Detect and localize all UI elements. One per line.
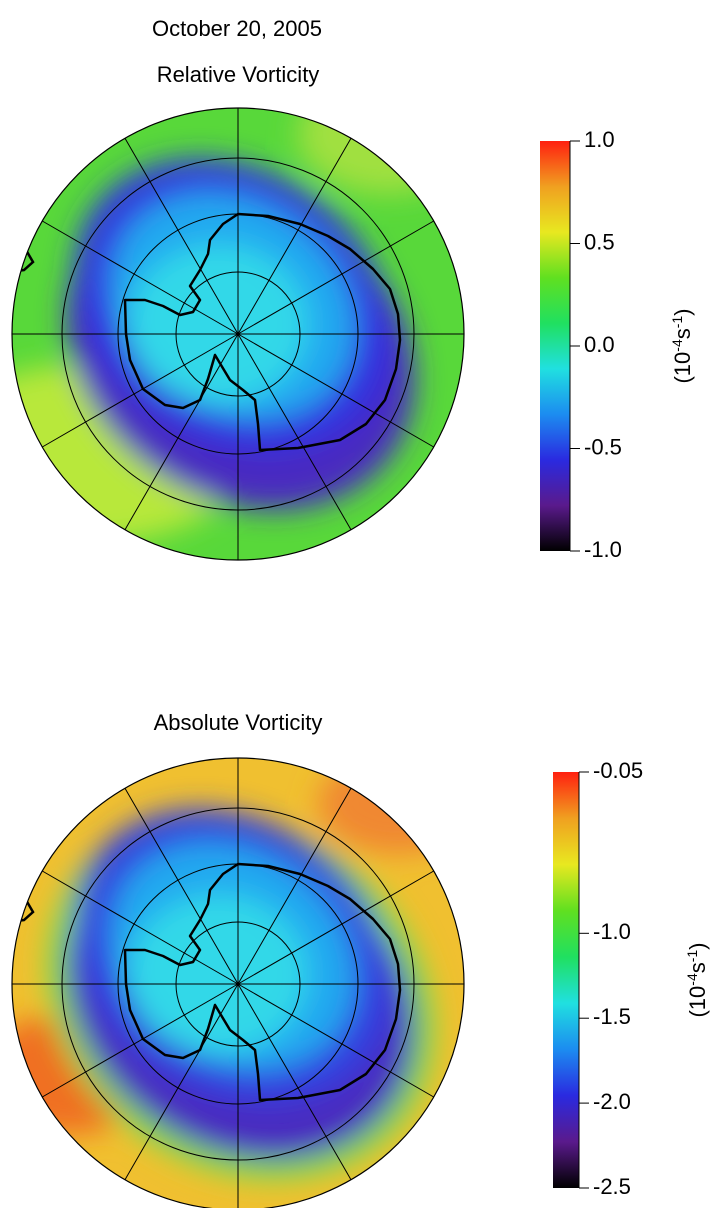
colorbar-tick-label: 0.5 [584,229,615,254]
meridian [124,983,239,1180]
unit-part: (10 [685,986,710,1018]
field [12,108,464,560]
unit-part: (10 [670,352,695,384]
colorbar [540,141,570,551]
field-blobs [12,758,464,1181]
meridian [42,983,239,1098]
meridian [237,333,352,530]
meridian [42,333,239,448]
meridian [237,220,434,335]
meridian [237,983,352,1180]
colorbar-tick-label: -1.5 [593,1004,631,1029]
field-blob [128,244,308,404]
map-border [11,757,465,1208]
colorbar [553,772,579,1188]
unit-part: -1 [684,950,700,963]
colorbar-tick-label: 1.0 [584,127,615,152]
colorbar-unit: (10-4s-1) [669,308,695,383]
polar-map [11,107,465,561]
colorbar-tick-label: -0.05 [593,758,643,783]
map-title: Absolute Vorticity [154,710,323,735]
colorbar-tick-label: -2.0 [593,1089,631,1114]
meridian [237,138,352,335]
figure-title: October 20, 2005 [152,16,322,41]
meridian [237,870,434,985]
meridian [124,333,239,530]
coastline [123,862,402,1102]
colorbar-tick-label: -1.0 [593,919,631,944]
map-border [11,107,465,561]
meridian [237,333,434,448]
field-blob [298,108,464,194]
meridian [237,788,352,985]
meridian [42,870,239,985]
meridian [237,983,434,1098]
colorbar-unit: (10-4s-1) [684,942,710,1017]
colorbar-tick-label: -0.5 [584,434,622,459]
polar-map [11,757,465,1208]
unit-part: s [670,328,695,339]
map-title: Relative Vorticity [157,62,320,87]
colorbar-tick-label: -2.5 [593,1174,631,1199]
field-blobs [12,108,464,544]
meridian [124,788,239,985]
field-blob [128,894,308,1054]
unit-part: ) [670,308,695,315]
coastline [123,212,402,452]
unit-part: -1 [669,316,685,329]
unit-part: -4 [669,339,685,352]
colorbar-tick-label: -1.0 [584,537,622,562]
meridian [124,138,239,335]
field [12,758,464,1208]
meridian [42,220,239,335]
unit-part: -4 [684,973,700,986]
unit-part: ) [685,942,710,949]
colorbar-tick-label: 0.0 [584,332,615,357]
unit-part: s [685,962,710,973]
